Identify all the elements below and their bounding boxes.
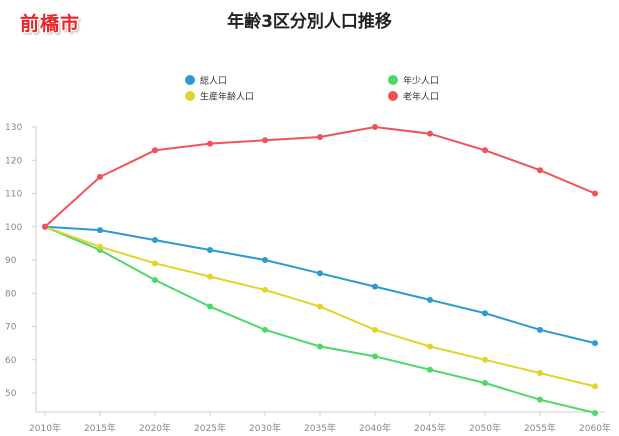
- data-point: [537, 396, 543, 403]
- data-point: [152, 147, 158, 154]
- data-point: [482, 310, 488, 317]
- data-point: [207, 303, 213, 310]
- data-point: [317, 133, 323, 140]
- chart-title: 年齢3区分別人口推移: [227, 12, 392, 32]
- y-tick-label: 90: [5, 256, 17, 266]
- legend-label: 生産年齢人口: [200, 91, 254, 103]
- data-point: [317, 270, 323, 277]
- y-tick-label: 100: [5, 223, 22, 233]
- y-tick-label: 110: [5, 190, 22, 200]
- data-point: [207, 140, 213, 147]
- data-point: [317, 343, 323, 350]
- data-point: [152, 260, 158, 267]
- legend-marker: [185, 75, 195, 85]
- data-point: [372, 326, 378, 333]
- data-point: [427, 366, 433, 373]
- x-tick-label: 2020年: [139, 422, 171, 434]
- data-point: [152, 276, 158, 283]
- y-tick-label: 50: [5, 389, 17, 399]
- x-tick-label: 2015年: [84, 422, 116, 434]
- legend-label: 老年人口: [403, 91, 439, 103]
- legend-marker: [388, 75, 398, 85]
- x-tick-label: 2040年: [359, 422, 391, 434]
- series-line: [44, 225, 596, 345]
- data-point: [592, 340, 598, 347]
- data-point: [482, 147, 488, 154]
- data-point: [537, 167, 543, 174]
- y-tick-label: 60: [5, 356, 17, 366]
- x-tick-label: 2010年: [29, 422, 61, 434]
- data-point: [537, 370, 543, 377]
- data-point: [537, 326, 543, 333]
- data-point: [592, 383, 598, 390]
- data-point: [97, 227, 103, 234]
- data-point: [262, 257, 268, 263]
- y-tick-label: 130: [5, 123, 22, 133]
- x-tick-label: 2025年: [194, 422, 226, 434]
- x-tick-label: 2050年: [469, 422, 501, 434]
- data-point: [427, 343, 433, 350]
- x-tick-label: 2055年: [524, 422, 556, 434]
- data-point: [152, 237, 158, 244]
- x-tick-label: 2035年: [304, 422, 336, 434]
- data-point: [592, 190, 598, 197]
- data-point: [427, 130, 433, 137]
- data-point: [482, 356, 488, 363]
- x-tick-label: 2045年: [414, 422, 446, 434]
- x-tick-label: 2060年: [579, 422, 611, 434]
- data-point: [97, 243, 103, 250]
- series-line: [44, 125, 596, 228]
- data-point: [262, 326, 268, 333]
- data-point: [207, 273, 213, 280]
- data-point: [42, 223, 48, 230]
- data-point: [372, 124, 378, 130]
- data-point: [262, 137, 268, 144]
- city-badge: 前橋市: [20, 13, 81, 35]
- data-point: [317, 303, 323, 310]
- data-point: [262, 286, 268, 293]
- y-tick-label: 120: [5, 156, 22, 166]
- x-tick-label: 2030年: [249, 422, 281, 434]
- data-point: [592, 409, 598, 416]
- y-tick-label: 70: [5, 323, 17, 333]
- data-point: [372, 283, 378, 290]
- data-point: [482, 380, 488, 387]
- data-point: [207, 247, 213, 254]
- data-point: [372, 353, 378, 360]
- data-point: [427, 296, 433, 303]
- data-point: [97, 173, 103, 180]
- legend-marker: [388, 91, 398, 101]
- legend-label: 年少人口: [403, 75, 439, 87]
- y-tick-label: 80: [5, 289, 17, 299]
- legend-marker: [185, 91, 195, 101]
- legend-label: 総人口: [200, 75, 227, 87]
